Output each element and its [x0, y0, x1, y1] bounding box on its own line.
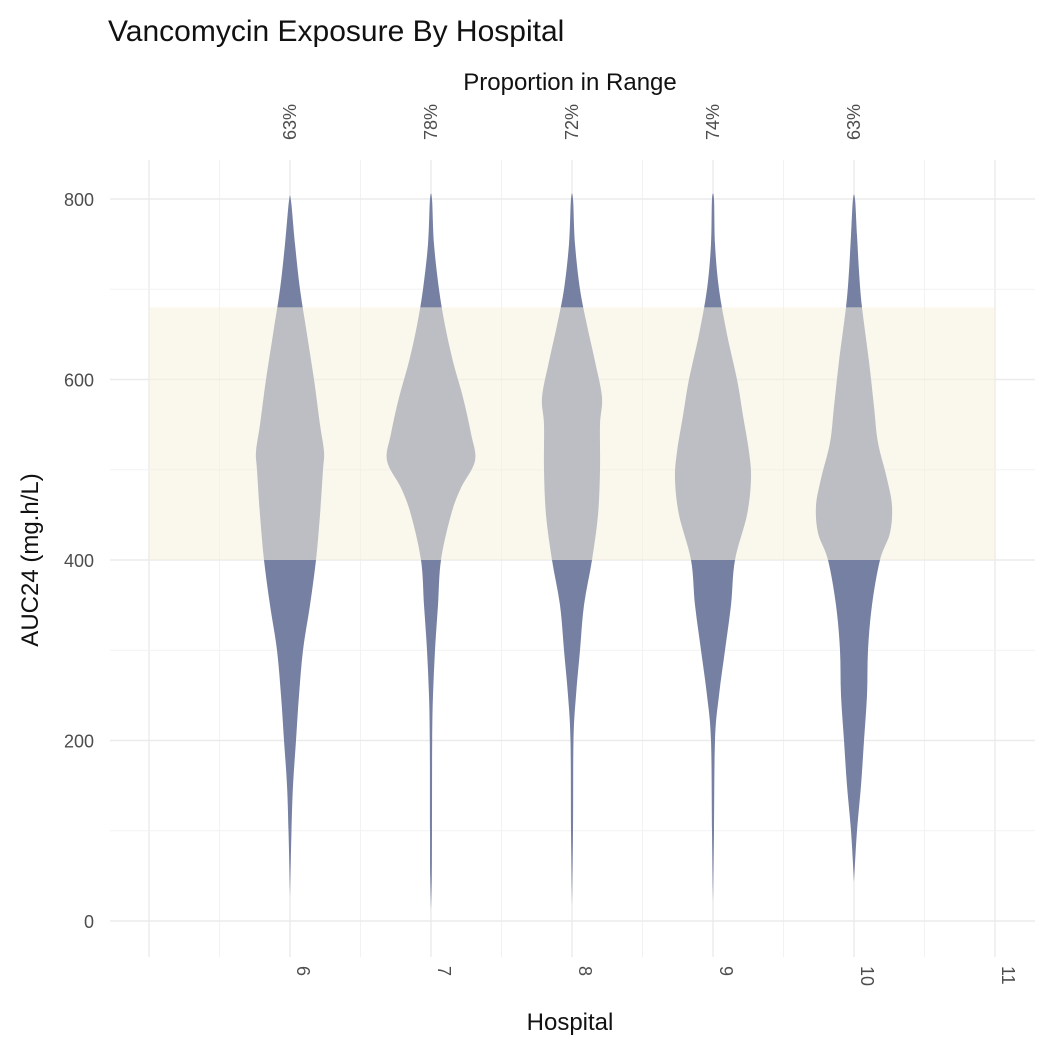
- y-tick-label: 400: [64, 551, 94, 571]
- x-tick-label: 7: [434, 966, 454, 976]
- violins: [149, 193, 995, 911]
- x-tick-label: 8: [575, 966, 595, 976]
- x-tick-label: 9: [716, 966, 736, 976]
- y-tick-label: 200: [64, 732, 94, 752]
- y-tick-label: 800: [64, 190, 94, 210]
- y-axis-title: AUC24 (mg.h/L): [17, 473, 44, 646]
- target-range-rect: [149, 307, 995, 560]
- top-axis-title: Proportion in Range: [463, 69, 676, 96]
- proportion-label-hospital-8: 72%: [562, 104, 582, 140]
- y-tick-label: 600: [64, 371, 94, 391]
- chart-title: Vancomycin Exposure By Hospital: [108, 15, 564, 48]
- x-axis-title: Hospital: [527, 1009, 614, 1036]
- x-tick-label: 10: [857, 966, 877, 986]
- x-tick-label: 11: [998, 966, 1018, 985]
- y-tick-label: 0: [84, 912, 94, 932]
- proportion-label-hospital-6: 63%: [280, 104, 300, 140]
- tick-labels: 63% 78% 72% 74% 63% 6 7 8 9 10 11 0 200 400 600 800: [64, 104, 1018, 986]
- proportion-label-hospital-10: 63%: [844, 104, 864, 140]
- proportion-label-hospital-7: 78%: [421, 104, 441, 140]
- x-tick-label: 6: [293, 966, 313, 976]
- proportion-label-hospital-9: 74%: [703, 104, 723, 140]
